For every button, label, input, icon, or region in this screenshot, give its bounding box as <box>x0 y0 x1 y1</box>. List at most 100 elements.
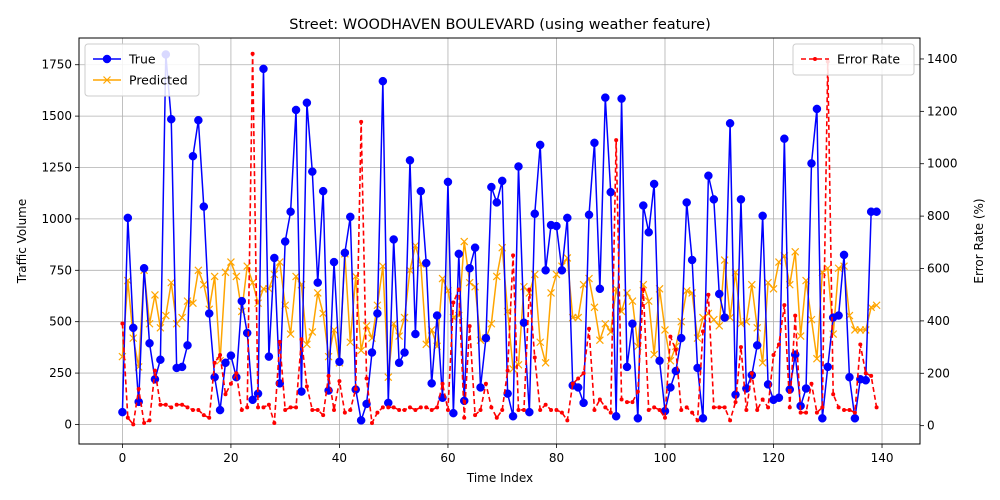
y-right-tick-label: 600 <box>927 262 950 276</box>
legend-marker-error-rate <box>813 57 817 61</box>
y-tick-label: 1500 <box>41 109 72 123</box>
point-predicted <box>595 336 604 345</box>
point-true <box>752 341 762 350</box>
x-tick-label: 140 <box>871 451 894 465</box>
point-error-rate <box>169 405 174 410</box>
point-error-rate <box>483 381 488 386</box>
point-true <box>362 399 371 409</box>
point-true <box>411 329 420 339</box>
point-error-rate <box>587 326 592 331</box>
point-predicted-stroke-b <box>666 356 675 365</box>
point-error-rate <box>749 371 754 376</box>
point-true <box>606 187 615 197</box>
point-error-rate <box>652 405 657 410</box>
point-true <box>308 167 317 176</box>
point-error-rate <box>158 402 163 407</box>
point-predicted-stroke-b <box>226 258 235 266</box>
point-error-rate <box>549 407 554 412</box>
point-error-rate <box>342 410 347 415</box>
point-predicted-stroke-b <box>693 334 702 343</box>
point-error-rate <box>369 421 374 426</box>
point-error-rate <box>760 397 765 402</box>
point-predicted-stroke-b <box>324 352 333 361</box>
point-predicted-stroke-b <box>308 328 317 336</box>
legend-marker-true <box>102 54 112 64</box>
point-error-rate <box>348 407 353 412</box>
point-predicted <box>590 303 599 312</box>
y-tick-label: 0 <box>64 417 72 431</box>
point-true <box>541 266 550 275</box>
point-predicted-stroke-b <box>313 288 322 297</box>
point-error-rate <box>662 415 667 420</box>
point-predicted-stroke-b <box>471 282 480 291</box>
point-true <box>394 358 404 368</box>
point-predicted-stroke-b <box>601 319 610 328</box>
point-error-rate <box>413 407 418 412</box>
point-error-rate <box>630 400 635 405</box>
point-predicted-stroke-b <box>221 268 230 277</box>
point-error-rate <box>234 371 239 376</box>
point-error-rate <box>836 405 841 410</box>
point-true <box>183 341 192 350</box>
point-error-rate <box>771 352 776 357</box>
point-predicted <box>628 297 637 306</box>
point-error-rate <box>690 410 695 415</box>
point-true <box>573 383 583 392</box>
point-predicted <box>514 360 523 369</box>
point-true <box>177 362 187 372</box>
point-predicted-stroke-b <box>129 334 138 343</box>
point-predicted-stroke-b <box>536 338 545 347</box>
point-error-rate <box>657 407 662 412</box>
y-tick-label: 1000 <box>41 212 72 226</box>
point-error-rate <box>359 119 364 124</box>
point-error-rate <box>798 410 803 415</box>
point-true <box>346 212 355 222</box>
point-predicted-stroke-b <box>487 319 496 328</box>
point-predicted <box>226 258 235 266</box>
point-predicted <box>362 321 371 330</box>
point-true <box>400 348 409 357</box>
point-true <box>818 414 827 423</box>
point-error-rate <box>256 405 261 410</box>
point-true <box>807 159 816 168</box>
point-error-rate <box>592 407 597 412</box>
point-predicted <box>248 278 257 287</box>
point-predicted-stroke-b <box>872 301 881 310</box>
point-true <box>367 348 377 357</box>
point-error-rate <box>250 51 255 56</box>
point-true <box>671 366 681 376</box>
point-true <box>150 374 160 384</box>
point-error-rate <box>353 386 358 391</box>
point-predicted <box>541 358 550 367</box>
series-line-true <box>121 53 877 422</box>
point-predicted-stroke-b <box>671 342 680 351</box>
point-true <box>270 253 279 263</box>
point-predicted-stroke-b <box>595 336 604 345</box>
x-tick-label: 0 <box>119 451 127 465</box>
point-predicted-stroke-b <box>161 311 170 320</box>
point-true <box>356 416 366 425</box>
point-predicted-stroke-b <box>232 272 241 281</box>
point-true <box>709 195 719 204</box>
point-true <box>221 358 230 368</box>
point-true <box>378 76 388 86</box>
point-predicted-stroke-b <box>292 272 300 281</box>
point-true <box>297 387 306 396</box>
point-true <box>226 351 236 360</box>
y-right-tick-label: 400 <box>927 314 950 328</box>
point-predicted <box>872 301 881 310</box>
y-axis-right-label: Error Rate (%) <box>972 198 986 283</box>
point-error-rate <box>782 303 787 308</box>
point-predicted-stroke-b <box>357 346 366 355</box>
point-true <box>720 313 729 322</box>
point-error-rate <box>625 400 630 405</box>
point-error-rate <box>386 405 391 410</box>
point-error-rate <box>196 407 201 412</box>
point-error-rate <box>445 407 450 412</box>
point-error-rate <box>283 407 288 412</box>
y-right-tick-label: 800 <box>927 209 950 223</box>
point-predicted <box>563 254 572 262</box>
point-true <box>530 209 540 219</box>
point-true <box>525 407 534 417</box>
point-true <box>280 237 290 246</box>
